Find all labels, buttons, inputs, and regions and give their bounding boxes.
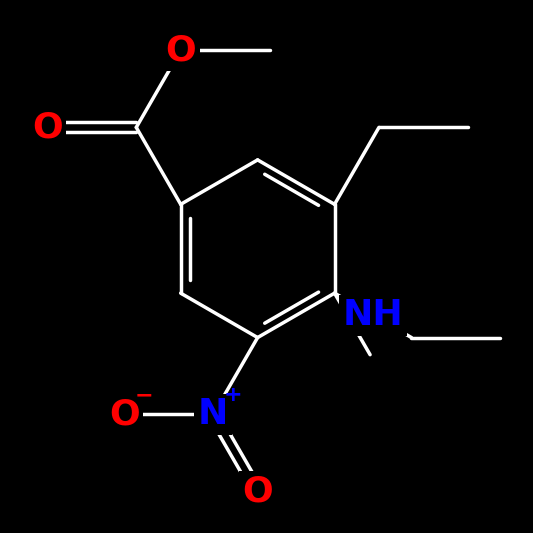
Text: O: O	[242, 474, 273, 508]
Text: −: −	[135, 385, 153, 405]
Text: N: N	[198, 398, 228, 432]
Text: O: O	[32, 110, 63, 144]
Text: NH: NH	[343, 298, 403, 333]
Text: +: +	[223, 385, 242, 405]
Text: O: O	[109, 398, 140, 432]
Text: O: O	[165, 34, 196, 68]
